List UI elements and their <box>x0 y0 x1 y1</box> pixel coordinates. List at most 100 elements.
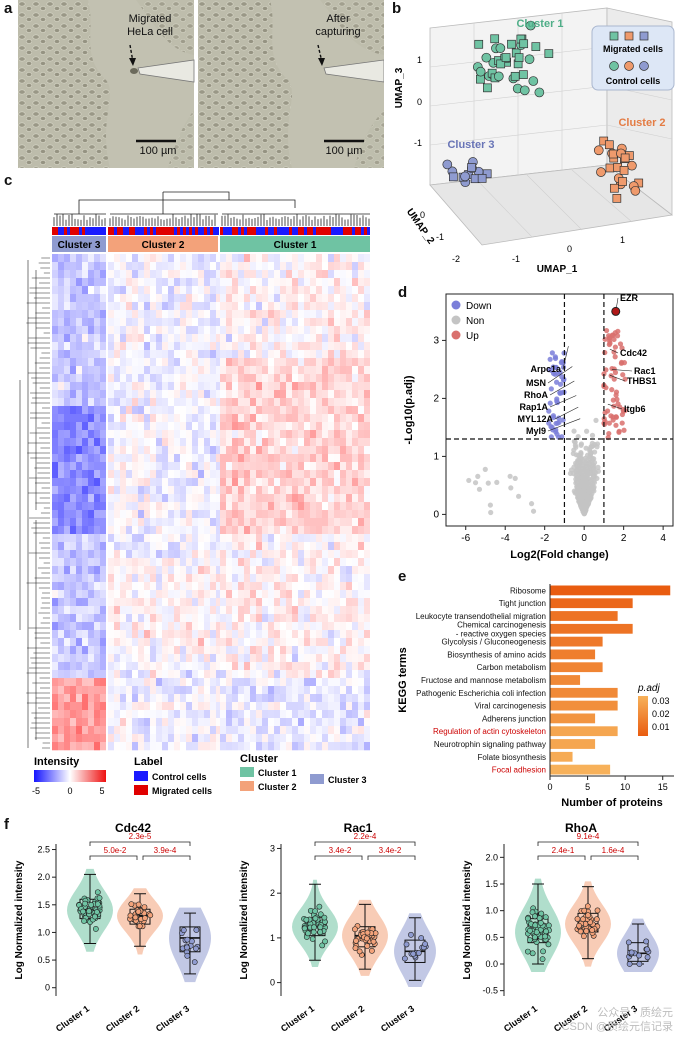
heatmap-cell <box>58 526 64 535</box>
heatmap-cell <box>316 414 322 423</box>
heatmap-cell <box>316 686 322 695</box>
heatmap-cell <box>168 734 174 743</box>
heatmap-cell <box>94 254 100 263</box>
data-point <box>184 944 190 951</box>
heatmap-cell <box>174 510 180 519</box>
heatmap-cell <box>88 662 94 671</box>
y-tick: -2 <box>452 254 460 264</box>
heatmap-cell <box>76 622 82 631</box>
heatmap-cell <box>210 422 216 431</box>
heatmap-cell <box>132 302 138 311</box>
heatmap-cell <box>204 334 210 343</box>
heatmap-cell <box>334 702 340 711</box>
heatmap-cell <box>244 374 250 383</box>
heatmap-cell <box>180 294 186 303</box>
heatmap-cell <box>322 590 328 599</box>
heatmap-cell <box>274 406 280 415</box>
heatmap-cell <box>198 278 204 287</box>
heatmap-cell <box>162 302 168 311</box>
volcano-point <box>621 427 627 433</box>
heatmap-cell <box>280 302 286 311</box>
heatmap-cell <box>328 598 334 607</box>
heatmap-cell <box>244 478 250 487</box>
heatmap-cell <box>316 702 322 711</box>
heatmap-cell <box>120 678 126 687</box>
heatmap-cell <box>52 326 58 335</box>
heatmap-cell <box>162 630 168 639</box>
heatmap-cell <box>298 598 304 607</box>
heatmap-cell <box>120 286 126 295</box>
heatmap-cell <box>280 582 286 591</box>
heatmap-cell <box>114 350 120 359</box>
heatmap-cell <box>238 518 244 527</box>
heatmap-legends: Intensity -5 0 5 Label Control cells Mig… <box>32 753 367 796</box>
heatmap-cell <box>168 678 174 687</box>
heatmap-cell <box>192 382 198 391</box>
label-cell <box>346 227 349 235</box>
heatmap-cell <box>352 454 358 463</box>
heatmap-cell <box>64 334 70 343</box>
heatmap-cell <box>286 446 292 455</box>
heatmap-cell <box>120 494 126 503</box>
heatmap-cell <box>232 494 238 503</box>
label-cell <box>114 227 117 235</box>
heatmap-cell <box>100 366 106 375</box>
label-cell <box>295 227 298 235</box>
heatmap-cell <box>216 510 222 519</box>
heatmap-cell <box>304 374 310 383</box>
heatmap-cell <box>168 446 174 455</box>
heatmap-cell <box>100 286 106 295</box>
heatmap-cell <box>186 438 192 447</box>
heatmap-cell <box>210 694 216 703</box>
heatmap-cell <box>94 614 100 623</box>
heatmap-cell <box>88 382 94 391</box>
heatmap-cell <box>88 526 94 535</box>
heatmap-cell <box>52 606 58 615</box>
y-tick-label: -0.5 <box>482 986 498 996</box>
heatmap-cell <box>150 342 156 351</box>
heatmap-cell <box>238 534 244 543</box>
heatmap-cell <box>100 494 106 503</box>
heatmap-cell <box>256 710 262 719</box>
heatmap-cell <box>100 702 106 711</box>
heatmap-cell <box>286 382 292 391</box>
heatmap-cell <box>156 422 162 431</box>
heatmap-cell <box>180 286 186 295</box>
heatmap-cell <box>52 446 58 455</box>
heatmap-cell <box>70 742 76 751</box>
heatmap-cell <box>198 334 204 343</box>
heatmap-cell <box>64 662 70 671</box>
heatmap-cell <box>108 334 114 343</box>
x-axis-title: Number of proteins <box>561 797 662 809</box>
heatmap-cell <box>58 694 64 703</box>
heatmap-cell <box>340 406 346 415</box>
heatmap-cell <box>138 646 144 655</box>
heatmap-cell <box>220 622 226 631</box>
heatmap-cell <box>126 582 132 591</box>
volcano-point <box>546 420 552 426</box>
heatmap-cell <box>58 486 64 495</box>
heatmap-cell <box>262 486 268 495</box>
heatmap-cell <box>150 510 156 519</box>
heatmap-cell <box>156 582 162 591</box>
heatmap-cell <box>100 534 106 543</box>
heatmap-cell <box>180 262 186 271</box>
heatmap-cell <box>292 350 298 359</box>
heatmap-cell <box>108 638 114 647</box>
heatmap-cell <box>346 358 352 367</box>
heatmap-cell <box>126 262 132 271</box>
heatmap-cell <box>274 622 280 631</box>
y-tick-label: 1.5 <box>485 879 498 889</box>
heatmap-cell <box>186 374 192 383</box>
heatmap-cell <box>52 726 58 735</box>
heatmap-cell <box>256 350 262 359</box>
heatmap-cell <box>244 358 250 367</box>
heatmap-cell <box>364 414 370 423</box>
heatmap-cell <box>186 614 192 623</box>
heatmap-cell <box>114 718 120 727</box>
heatmap-cell <box>88 270 94 279</box>
heatmap-cell <box>100 470 106 479</box>
heatmap-cell <box>64 694 70 703</box>
heatmap-cell <box>310 622 316 631</box>
heatmap-cell <box>82 542 88 551</box>
